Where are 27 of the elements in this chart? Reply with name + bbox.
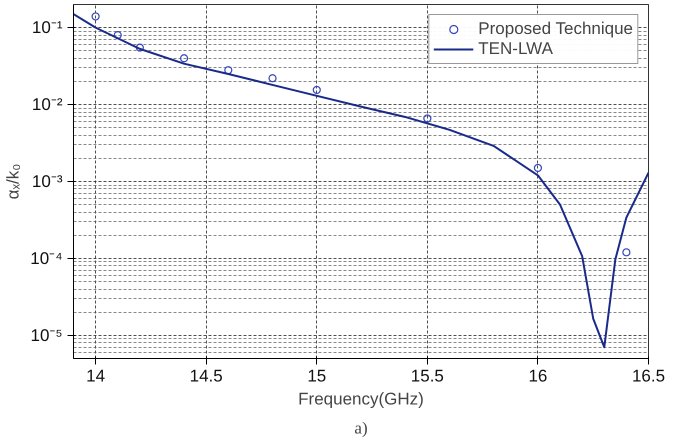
x-tick-label: 15 — [307, 366, 326, 386]
y-tick-label: 10⁻⁵ — [30, 326, 63, 345]
x-tick-label: 16 — [528, 366, 548, 386]
x-axis-title: Frequency(GHz) — [298, 390, 424, 408]
y-tick-label: 10⁻¹ — [32, 18, 63, 38]
x-tick-label: 15.5 — [410, 366, 444, 386]
x-tick-label: 16.5 — [632, 366, 666, 386]
point — [114, 31, 122, 40]
point — [180, 54, 188, 62]
y-axis-title: αₓ/k₀ — [3, 164, 22, 200]
line-series — [74, 13, 648, 348]
point — [622, 248, 630, 256]
point — [534, 164, 542, 172]
point — [268, 74, 277, 82]
y-tick-label: 10⁻³ — [32, 172, 63, 191]
x-tick-label: 14.5 — [190, 366, 223, 386]
legend-label: TEN-LWA — [478, 39, 553, 59]
point — [136, 44, 144, 52]
x-tick-label: 14 — [86, 366, 106, 386]
point — [92, 12, 100, 21]
text: a) — [354, 418, 368, 438]
point — [312, 86, 321, 94]
legend-label: Proposed Technique — [478, 19, 633, 39]
point — [224, 66, 232, 74]
y-tick-label: 10⁻² — [32, 95, 63, 114]
y-tick-label: 10⁻⁴ — [30, 248, 63, 268]
point — [423, 114, 432, 123]
